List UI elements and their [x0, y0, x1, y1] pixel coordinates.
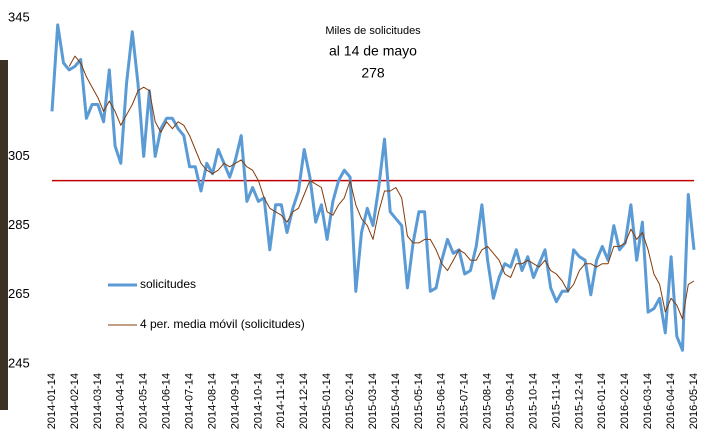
annotation: Miles de solicitudes: [325, 25, 421, 37]
x-tick-label: 2014-08-14: [206, 373, 218, 429]
annotation: 278: [361, 65, 385, 81]
x-tick-label: 2014-09-14: [229, 373, 241, 429]
y-tick-label: 305: [8, 148, 30, 163]
x-tick-label: 2015-06-14: [436, 373, 448, 429]
x-tick-label: 2014-03-14: [92, 373, 104, 429]
x-tick-label: 2016-04-14: [665, 373, 677, 429]
y-tick-label: 285: [8, 217, 30, 232]
x-tick-label: 2015-09-14: [504, 373, 516, 429]
x-tick-label: 2015-05-14: [413, 373, 425, 429]
series-line: [50, 23, 696, 352]
side-bar: [0, 60, 8, 410]
x-tick-label: 2016-03-14: [642, 373, 654, 429]
x-tick-label: 2015-01-14: [321, 373, 333, 429]
x-tick-label: 2015-11-14: [550, 373, 562, 428]
annotation: al 14 de mayo: [329, 43, 417, 59]
x-tick-label: 2014-07-14: [183, 373, 195, 429]
x-tick-label: 2014-12-14: [298, 373, 310, 429]
x-tick-label: 2015-02-14: [344, 373, 356, 429]
y-tick-label: 345: [8, 9, 30, 24]
x-tick-label: 2014-06-14: [161, 373, 173, 429]
x-tick-label: 2016-05-14: [688, 373, 700, 429]
legend-label: 4 per. media móvil (solicitudes): [140, 317, 305, 331]
x-tick-label: 2015-04-14: [390, 373, 402, 429]
y-tick-label: 265: [8, 286, 30, 301]
x-tick-label: 2014-04-14: [115, 373, 127, 429]
x-tick-label: 2015-10-14: [527, 373, 539, 429]
legend-label: solicitudes: [140, 277, 196, 291]
x-tick-label: 2014-05-14: [138, 373, 150, 429]
series-line: [68, 55, 695, 320]
x-tick-label: 2015-07-14: [459, 373, 471, 429]
x-tick-label: 2016-02-14: [619, 373, 631, 429]
x-tick-label: 2015-12-14: [573, 373, 585, 429]
y-tick-label: 245: [8, 355, 30, 370]
x-tick-label: 2014-11-14: [275, 373, 287, 428]
x-tick-label: 2014-02-14: [69, 373, 81, 429]
x-tick-label: 2015-03-14: [367, 373, 379, 429]
x-tick-label: 2016-01-14: [596, 373, 608, 429]
x-tick-label: 2015-08-14: [482, 373, 494, 429]
x-tick-label: 2014-01-14: [46, 373, 58, 429]
x-tick-label: 2014-10-14: [252, 373, 264, 429]
